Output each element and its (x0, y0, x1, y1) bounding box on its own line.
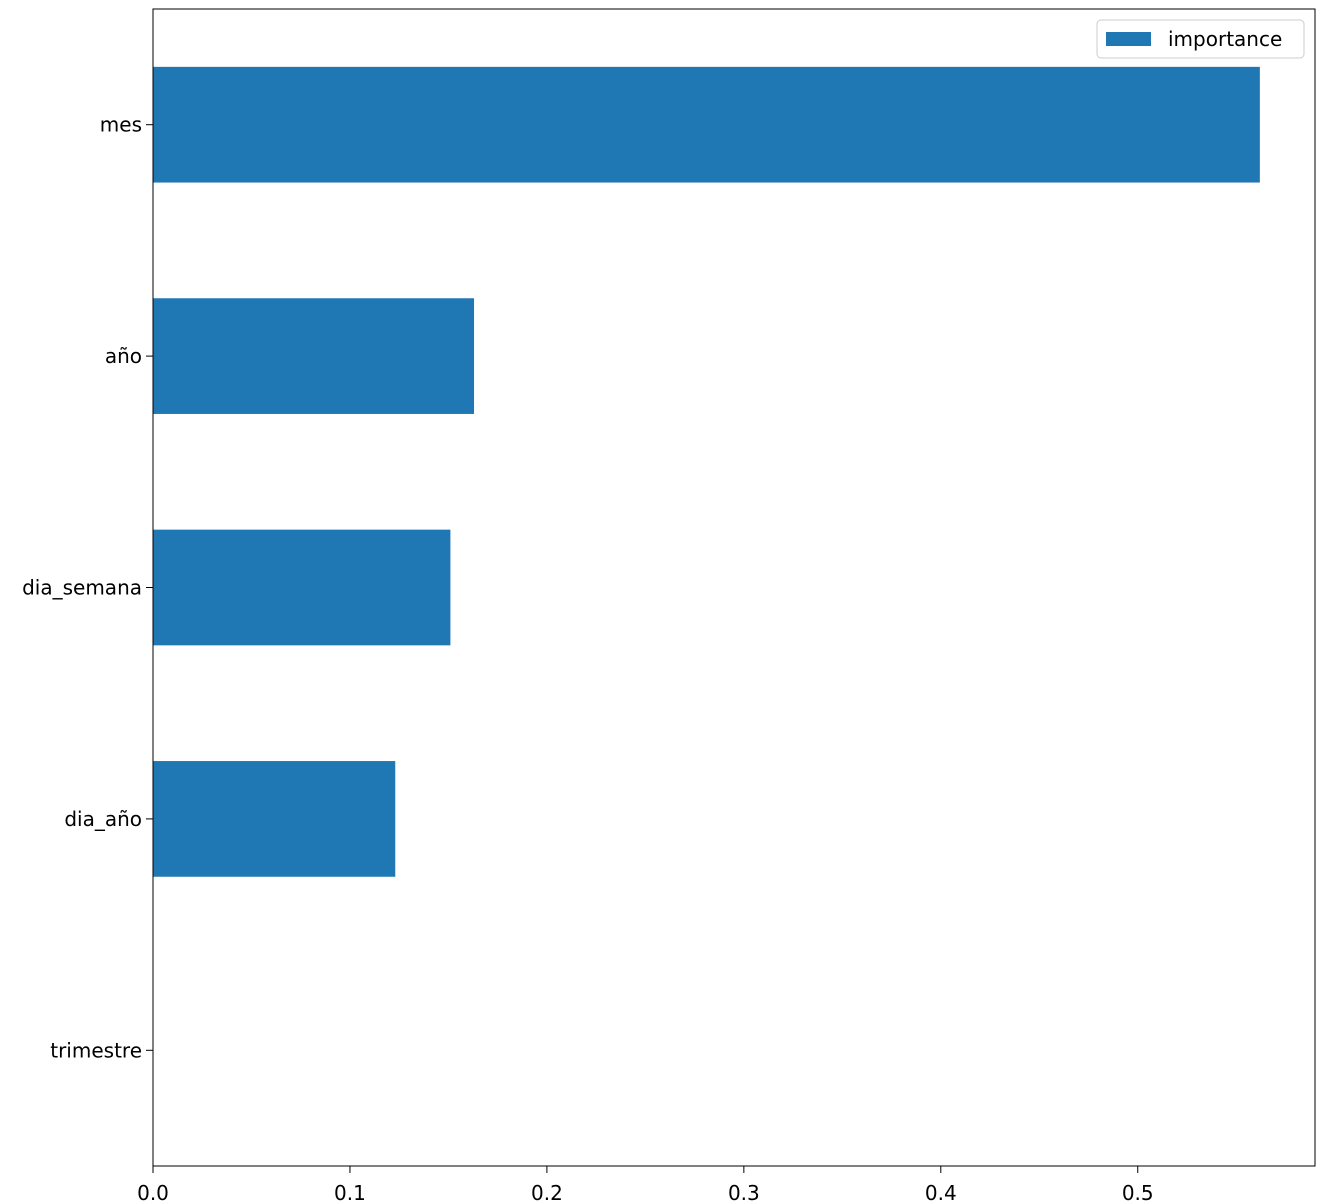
y-axis: mes año dia_semana dia_año trimestre (22, 113, 153, 1062)
x-tick-label: 0.5 (1122, 1181, 1154, 1204)
x-tick-label: 0.3 (728, 1181, 760, 1204)
plot-frame (152, 8, 1316, 1167)
x-tick-label: 0.2 (531, 1181, 563, 1204)
x-tick-label: 0.0 (137, 1181, 169, 1204)
x-tick-label: 0.4 (925, 1181, 957, 1204)
y-tick-label: año (105, 344, 142, 368)
bar-dia_semana (153, 529, 451, 646)
legend-label: importance (1168, 27, 1282, 51)
bar-año (153, 298, 475, 414)
y-tick-label: trimestre (50, 1038, 142, 1062)
y-tick-label: dia_año (64, 807, 142, 831)
y-tick-label: dia_semana (22, 576, 142, 600)
legend: importance (1096, 19, 1305, 59)
x-tick-label: 0.1 (334, 1181, 366, 1204)
bars-group (153, 66, 1260, 877)
bar-dia_año (153, 761, 396, 877)
bar-mes (153, 66, 1260, 183)
legend-box (1096, 19, 1305, 59)
y-tick-label: mes (100, 113, 142, 137)
legend-swatch (1106, 32, 1151, 46)
x-axis: 0.0 0.1 0.2 0.3 0.4 0.5 (137, 1166, 1154, 1204)
